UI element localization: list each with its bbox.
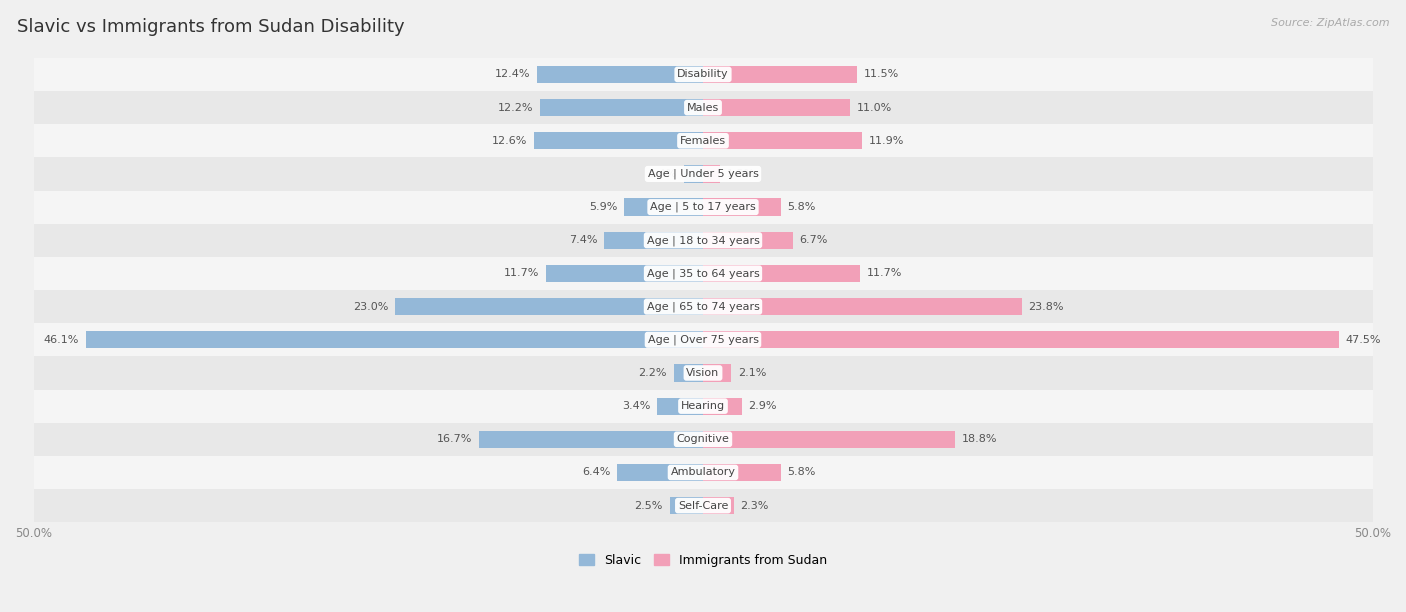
Bar	[703, 132, 862, 149]
Bar	[34, 91, 1372, 124]
Text: Age | 35 to 64 years: Age | 35 to 64 years	[647, 268, 759, 278]
Bar	[34, 456, 1372, 489]
Text: 23.8%: 23.8%	[1028, 302, 1064, 312]
Text: 12.6%: 12.6%	[492, 136, 527, 146]
Text: 2.9%: 2.9%	[748, 401, 778, 411]
Text: 11.5%: 11.5%	[863, 69, 898, 80]
Bar	[685, 165, 703, 182]
Bar	[703, 398, 742, 415]
Text: Slavic vs Immigrants from Sudan Disability: Slavic vs Immigrants from Sudan Disabili…	[17, 18, 405, 36]
Bar	[34, 157, 1372, 190]
Text: Males: Males	[688, 103, 718, 113]
Bar	[673, 364, 703, 381]
Text: Hearing: Hearing	[681, 401, 725, 411]
Text: 11.9%: 11.9%	[869, 136, 904, 146]
Text: Age | 18 to 34 years: Age | 18 to 34 years	[647, 235, 759, 245]
Text: 5.8%: 5.8%	[787, 468, 815, 477]
Text: Cognitive: Cognitive	[676, 435, 730, 444]
Text: Disability: Disability	[678, 69, 728, 80]
Text: 12.4%: 12.4%	[495, 69, 530, 80]
Text: Self-Care: Self-Care	[678, 501, 728, 510]
Bar	[703, 464, 780, 481]
Bar	[34, 124, 1372, 157]
Text: Ambulatory: Ambulatory	[671, 468, 735, 477]
Bar	[479, 431, 703, 448]
Text: 11.7%: 11.7%	[505, 269, 540, 278]
Bar	[703, 364, 731, 381]
Bar	[703, 298, 1022, 315]
Bar	[547, 265, 703, 282]
Bar	[34, 356, 1372, 390]
Text: Females: Females	[681, 136, 725, 146]
Bar	[605, 232, 703, 249]
Bar	[658, 398, 703, 415]
Text: Age | Over 75 years: Age | Over 75 years	[648, 335, 758, 345]
Text: 18.8%: 18.8%	[962, 435, 997, 444]
Bar	[395, 298, 703, 315]
Bar	[703, 198, 780, 215]
Text: 5.9%: 5.9%	[589, 202, 617, 212]
Bar	[34, 423, 1372, 456]
Text: 46.1%: 46.1%	[44, 335, 79, 345]
Bar	[703, 66, 858, 83]
Bar	[534, 132, 703, 149]
Text: 2.3%: 2.3%	[741, 501, 769, 510]
Text: 2.5%: 2.5%	[634, 501, 662, 510]
Bar	[624, 198, 703, 215]
Text: 2.2%: 2.2%	[638, 368, 666, 378]
Bar	[669, 497, 703, 514]
Text: 16.7%: 16.7%	[437, 435, 472, 444]
Bar	[34, 257, 1372, 290]
Text: Age | 65 to 74 years: Age | 65 to 74 years	[647, 301, 759, 312]
Bar	[537, 66, 703, 83]
Text: Age | Under 5 years: Age | Under 5 years	[648, 169, 758, 179]
Bar	[703, 232, 793, 249]
Bar	[86, 331, 703, 348]
Bar	[34, 489, 1372, 522]
Text: 6.4%: 6.4%	[582, 468, 610, 477]
Bar	[703, 99, 851, 116]
Bar	[34, 58, 1372, 91]
Bar	[703, 265, 859, 282]
Text: 6.7%: 6.7%	[800, 235, 828, 245]
Bar	[617, 464, 703, 481]
Bar	[703, 331, 1339, 348]
Bar	[540, 99, 703, 116]
Text: 5.8%: 5.8%	[787, 202, 815, 212]
Text: 23.0%: 23.0%	[353, 302, 388, 312]
Text: 7.4%: 7.4%	[568, 235, 598, 245]
Bar	[34, 190, 1372, 224]
Bar	[34, 390, 1372, 423]
Text: 2.1%: 2.1%	[738, 368, 766, 378]
Text: Source: ZipAtlas.com: Source: ZipAtlas.com	[1271, 18, 1389, 28]
Bar	[34, 290, 1372, 323]
Legend: Slavic, Immigrants from Sudan: Slavic, Immigrants from Sudan	[574, 549, 832, 572]
Text: Vision: Vision	[686, 368, 720, 378]
Bar	[703, 431, 955, 448]
Text: 3.4%: 3.4%	[623, 401, 651, 411]
Text: 1.3%: 1.3%	[727, 169, 755, 179]
Text: 11.7%: 11.7%	[866, 269, 901, 278]
Bar	[703, 165, 720, 182]
Bar	[703, 497, 734, 514]
Text: Age | 5 to 17 years: Age | 5 to 17 years	[650, 202, 756, 212]
Text: 47.5%: 47.5%	[1346, 335, 1381, 345]
Bar	[34, 323, 1372, 356]
Text: 12.2%: 12.2%	[498, 103, 533, 113]
Bar	[34, 224, 1372, 257]
Text: 1.4%: 1.4%	[650, 169, 678, 179]
Text: 11.0%: 11.0%	[858, 103, 893, 113]
